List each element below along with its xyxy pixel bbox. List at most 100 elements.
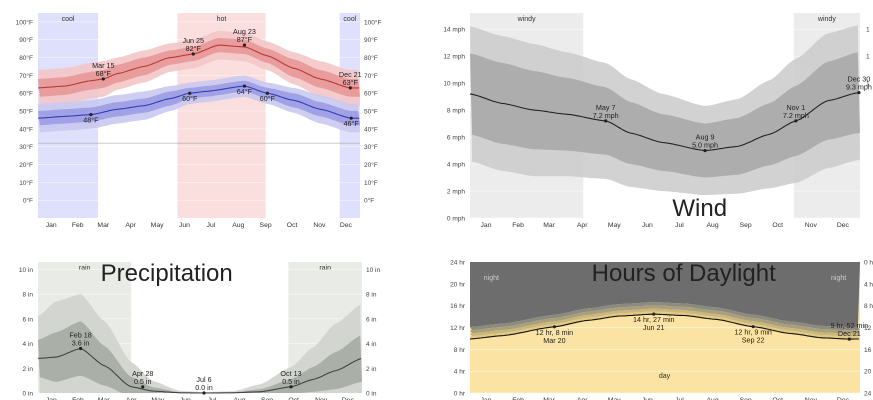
- y-tick-label: 2 mph: [447, 189, 465, 196]
- value-label: 87°F: [237, 35, 253, 44]
- x-tick-label: Jul: [675, 397, 684, 400]
- series-band-inner: [470, 52, 860, 178]
- y-tick-label: 30°F: [19, 143, 33, 151]
- y-tick-label-right: 100°F: [364, 18, 381, 26]
- x-tick-label: Oct: [288, 397, 299, 400]
- night-area: [470, 262, 860, 328]
- value-label: Dec 21: [838, 329, 861, 338]
- x-tick-label: Jan: [481, 397, 492, 400]
- series-line-wind: [469, 92, 859, 152]
- series-line-precip: [37, 347, 362, 394]
- value-label: 3.6 in: [72, 339, 90, 348]
- twilight-band: [470, 308, 860, 337]
- value-label: Jun 21: [643, 323, 665, 332]
- y-tick-label-right: 70°F: [364, 72, 378, 80]
- x-tick-label: Aug: [707, 397, 719, 400]
- value-label: 5.0 mph: [692, 141, 718, 150]
- label-point: [141, 385, 145, 389]
- y-tick-label: 0°F: [23, 197, 33, 205]
- value-label: Apr 28: [132, 369, 153, 378]
- y-tick-label-right: 50°F: [364, 108, 378, 116]
- y-tick-label: 50°F: [19, 108, 33, 116]
- season-label: rain: [79, 265, 91, 272]
- value-label: 60°F: [260, 94, 276, 103]
- x-tick-label: Oct: [287, 222, 298, 229]
- x-tick-label: Oct: [772, 397, 783, 400]
- y-tick-label-right: 8 hr: [864, 303, 873, 310]
- y-tick-label: 4 hr: [454, 369, 466, 376]
- label-point: [202, 391, 206, 395]
- chart-title: Precipitation: [101, 260, 233, 287]
- night-label: night: [484, 275, 499, 282]
- x-tick-label: Jun: [180, 397, 191, 400]
- value-label: 9.3 mph: [846, 83, 872, 92]
- label-point: [89, 113, 93, 117]
- y-tick-label-right: 24 hr: [864, 391, 873, 398]
- y-tick-label-right: 30°F: [364, 143, 378, 151]
- x-tick-label: Sep: [740, 222, 752, 229]
- y-tick-label: 60°F: [19, 90, 33, 98]
- label-point: [188, 91, 192, 95]
- y-tick-label-right: 40°F: [364, 125, 378, 133]
- value-label: 9 hr, 52 min: [831, 321, 869, 330]
- value-label: Aug 23: [233, 27, 256, 36]
- x-tick-label: Jul: [675, 222, 684, 229]
- value-label: Dec 30: [848, 75, 871, 84]
- x-tick-label: Sep: [261, 397, 273, 400]
- y-tick-label: 2 in: [23, 366, 34, 373]
- value-label: Dec 21: [339, 70, 362, 79]
- y-tick-label-right: 10 in: [366, 267, 380, 274]
- label-point: [857, 90, 861, 95]
- y-tick-label: 12 mph: [443, 54, 465, 61]
- x-tick-label: Jun: [642, 222, 653, 229]
- value-label: 82°F: [186, 44, 202, 53]
- y-tick-label-right: 12 hr: [864, 325, 873, 332]
- value-label: 0.0 in: [195, 383, 213, 392]
- y-tick-label: 6 in: [23, 316, 34, 323]
- day-label: day: [659, 373, 671, 380]
- label-point: [242, 84, 247, 88]
- x-tick-label: Nov: [313, 222, 326, 229]
- y-tick-label-right: 2 in: [366, 366, 377, 373]
- series-band-inner: [38, 321, 362, 393]
- y-tick-label: 0 in: [23, 391, 34, 398]
- y-tick-label-right: 10°F: [364, 179, 378, 187]
- y-tick-label: 8 mph: [447, 108, 465, 115]
- y-tick-label-right: 0 hr: [864, 260, 873, 267]
- y-tick-label: 90°F: [19, 36, 33, 44]
- y-tick-label-right: 80°F: [364, 54, 378, 62]
- y-tick-label-right: 16 hr: [864, 347, 873, 354]
- x-tick-label: Apr: [577, 397, 588, 400]
- label-point: [604, 119, 608, 123]
- y-tick-label: 40°F: [19, 125, 33, 133]
- y-tick-label: 10 mph: [443, 81, 465, 88]
- value-label: 0.5 in: [282, 377, 300, 386]
- label-point: [191, 52, 195, 56]
- label-point: [847, 337, 851, 341]
- season-label: hot: [217, 16, 227, 23]
- y-tick-label: 16 hr: [450, 303, 466, 310]
- y-tick-label-right: 1: [866, 27, 870, 34]
- y-tick-label: 0 hr: [454, 391, 466, 398]
- value-label: Jul 6: [196, 375, 211, 384]
- value-label: Mar 20: [543, 336, 565, 345]
- value-label: Feb 18: [69, 331, 91, 340]
- x-tick-label: Jan: [46, 397, 57, 400]
- y-tick-label-right: 20°F: [364, 161, 378, 169]
- x-tick-label: Feb: [72, 397, 84, 400]
- value-label: 12 hr, 8 min: [536, 328, 574, 337]
- value-label: 64°F: [237, 87, 253, 96]
- x-tick-label: Dec: [837, 222, 850, 229]
- chart-title: Hours of Daylight: [592, 260, 776, 287]
- value-label: 7.2 mph: [783, 111, 809, 120]
- value-label: 7.2 mph: [593, 111, 619, 120]
- label-point: [242, 43, 247, 47]
- value-label: Oct 13: [280, 369, 301, 378]
- y-tick-label: 24 hr: [450, 260, 466, 267]
- y-tick-label: 70°F: [19, 72, 33, 80]
- y-tick-label: 8 hr: [454, 347, 466, 354]
- y-tick-label-right: 1: [866, 54, 870, 61]
- y-tick-label-right: 90°F: [364, 36, 378, 44]
